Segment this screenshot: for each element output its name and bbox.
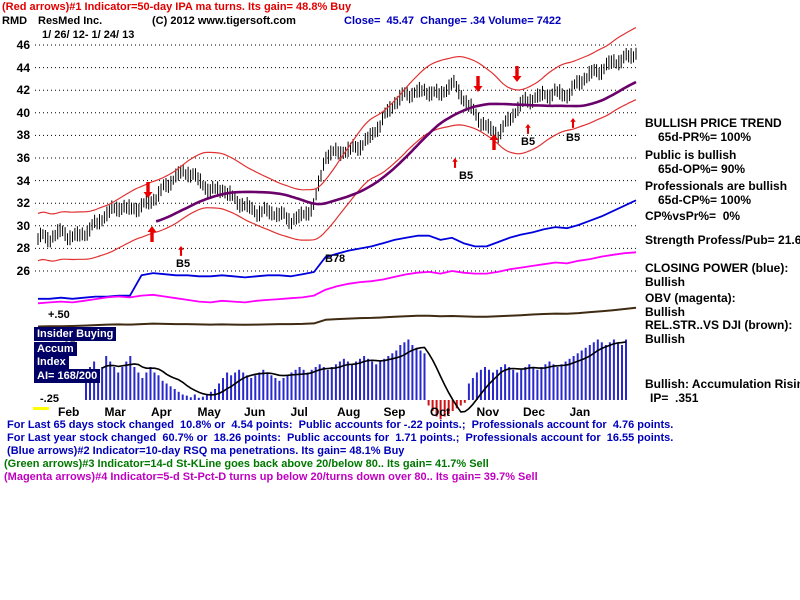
accum-label: Accum (34, 342, 77, 356)
cp-vs-pr-value: CP%vsPr%= 0% (645, 209, 741, 223)
signal-annotations: B5 B78 B5 B5 B5 (143, 66, 580, 270)
pr-percent-value: 65d-PR%= 100% (658, 130, 752, 144)
closing-power-status: Bullish (645, 275, 686, 289)
ticker-symbol: RMD (2, 15, 28, 27)
rel-str-title: REL.STR..VS DJI (brown): (645, 318, 793, 332)
footer-year-line: For Last year stock changed 60.7% or 18.… (4, 432, 674, 444)
svg-text:B78: B78 (325, 253, 345, 265)
trading-bands (37, 27, 637, 262)
price-gridlines (35, 44, 638, 272)
date-range: 1/ 26/ 12- 1/ 24/ 13 (42, 29, 135, 41)
insider-buying-label: Insider Buying (34, 327, 117, 341)
footer-blue-arrows-line: (Blue arrows)#2 Indicator=10-day RSQ ma … (4, 445, 405, 457)
scale-label-minus25: -.25 (40, 393, 59, 405)
svg-text:B5: B5 (176, 258, 190, 270)
public-status: Public is bullish (645, 148, 737, 162)
fifty-day-ma-line (155, 80, 637, 223)
op-percent-value: 65d-OP%= 90% (658, 162, 746, 176)
rel-str-line (37, 306, 637, 328)
obv-line (37, 251, 637, 305)
ai-value-label: AI= 168/200 (34, 369, 101, 383)
professionals-status: Professionals are bullish (645, 179, 788, 193)
yellow-axis-tick (33, 407, 49, 410)
accumulation-histogram (85, 339, 627, 420)
footer-magenta-arrows-line: (Magenta arrows)#4 Indicator=5-d St-Pct-… (4, 471, 538, 483)
svg-text:B5: B5 (566, 132, 580, 144)
accumulation-status: Bullish: Accumulation Rising (645, 377, 800, 391)
price-trend-title: BULLISH PRICE TREND (645, 116, 782, 130)
footer-65day-line: For Last 65 days stock changed 10.8% or … (4, 419, 674, 431)
index-label: Index (34, 355, 69, 369)
obv-title: OBV (magenta): (645, 291, 736, 305)
svg-text:B5: B5 (459, 170, 473, 182)
ip-value: IP= .351 (650, 391, 699, 405)
cp-percent-value: 65d-CP%= 100% (658, 193, 752, 207)
scale-label-plus50: +.50 (48, 309, 70, 321)
company-name: ResMed Inc. (38, 15, 103, 27)
accumulation-ma-line (101, 341, 627, 413)
copyright-text: (C) 2012 www.tigersoft.com (152, 15, 296, 27)
red-arrows-indicator-line: (Red arrows)#1 Indicator=50-day IPA ma t… (2, 1, 352, 13)
svg-text:B5: B5 (521, 136, 535, 148)
strength-ratio-value: Strength Profess/Pub= 21.6 (645, 233, 800, 247)
obv-status: Bullish (645, 305, 686, 319)
footer-green-arrows-line: (Green arrows)#3 Indicator=14-d St-KLine… (4, 458, 489, 470)
quote-summary: Close= 45.47 Change= .34 Volume= 7422 (344, 15, 562, 27)
price-bars (37, 47, 637, 248)
closing-power-line (38, 199, 637, 300)
closing-power-title: CLOSING POWER (blue): (645, 261, 789, 275)
rel-str-status: Bullish (645, 332, 686, 346)
